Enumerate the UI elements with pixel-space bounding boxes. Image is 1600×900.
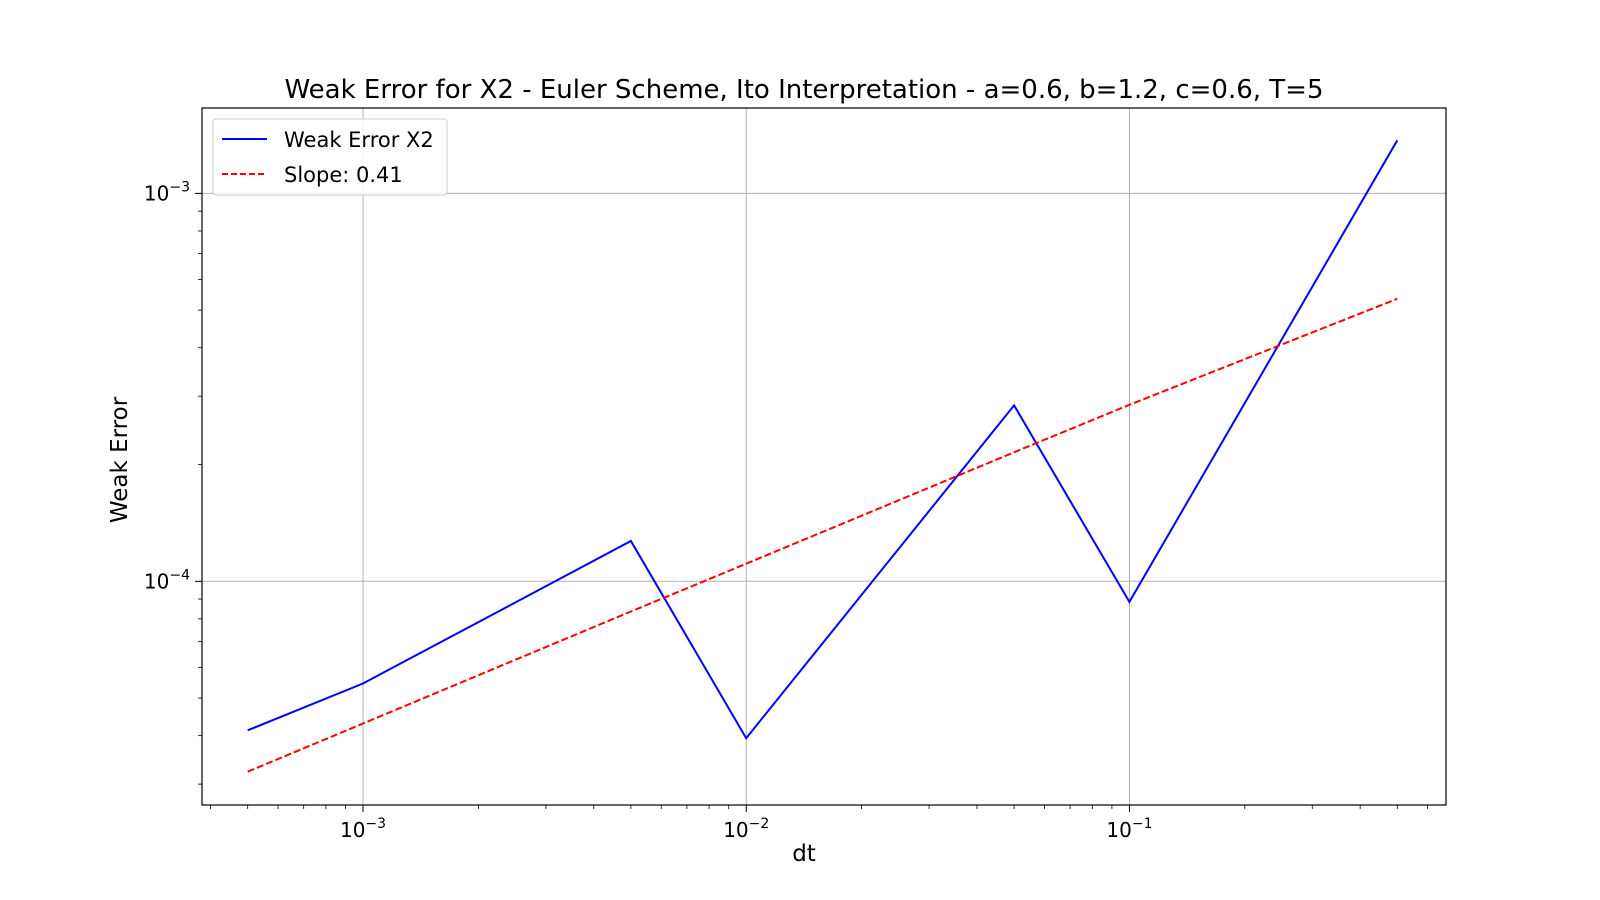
- y-tick-label: 10−4: [144, 567, 190, 593]
- grid: [202, 108, 1446, 805]
- x-tick-label: 10−3: [340, 816, 386, 842]
- plot-frame: [201, 107, 1447, 806]
- x-tick-label: 10−1: [1106, 816, 1152, 842]
- legend: Weak Error X2 Slope: 0.41: [212, 118, 448, 196]
- legend-label-series-1: Weak Error X2: [284, 128, 434, 152]
- legend-label-series-2: Slope: 0.41: [284, 163, 403, 187]
- series-line-1: [247, 139, 1399, 740]
- y-tick-label: 10−3: [144, 179, 190, 205]
- x-tick-label: 10−2: [723, 816, 769, 842]
- ticks: 10−3 10−2 10−1 10−4 10−3: [144, 179, 1429, 842]
- legend-box: [212, 118, 448, 196]
- chart-title: Weak Error for X2 - Euler Scheme, Ito In…: [284, 75, 1323, 105]
- series-group: [247, 139, 1399, 773]
- y-axis-label: Weak Error: [107, 396, 133, 523]
- x-axis-label: dt: [792, 841, 816, 867]
- series-line-2: [247, 297, 1398, 773]
